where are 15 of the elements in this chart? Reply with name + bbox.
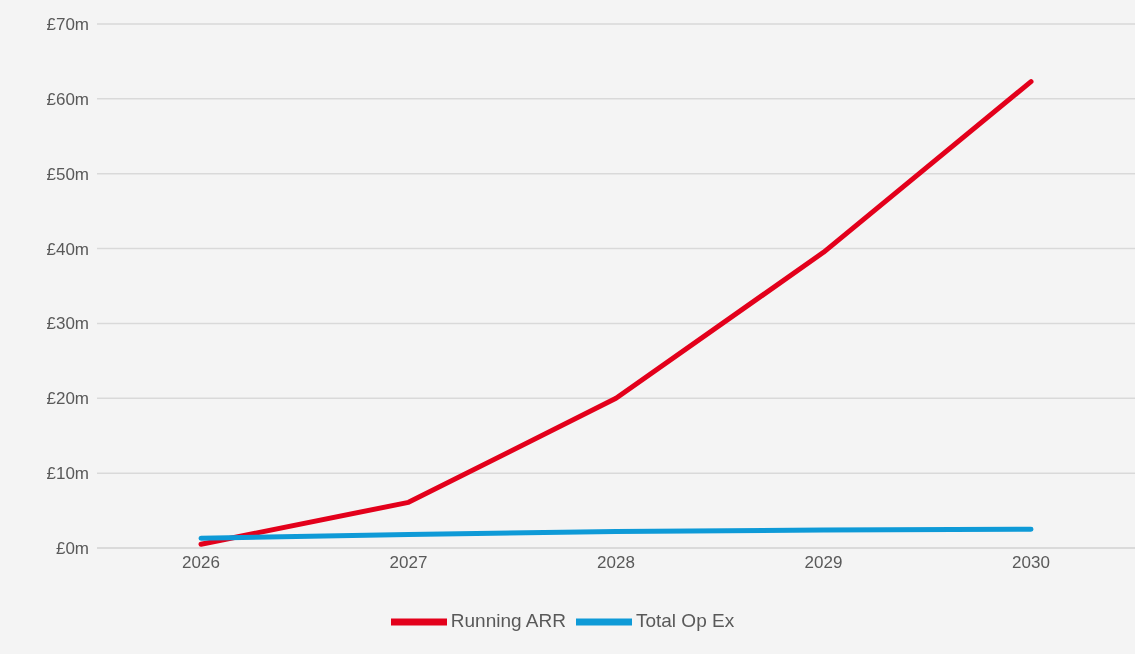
y-tick-label: £60m: [46, 89, 89, 109]
x-tick-label: 2027: [389, 553, 428, 573]
x-tick-label: 2026: [182, 553, 220, 573]
x-tick-label: 2029: [804, 553, 843, 573]
y-tick-label: £30m: [46, 314, 89, 334]
y-tick-label: £20m: [46, 389, 89, 409]
legend-label: Running ARR: [450, 610, 566, 632]
y-tick-label: £70m: [46, 15, 89, 35]
x-tick-label: 2028: [597, 553, 635, 573]
y-tick-label: £0m: [55, 539, 89, 559]
legend-label: Total Op Ex: [635, 610, 735, 632]
y-tick-label: £50m: [46, 164, 89, 184]
x-tick-label: 2030: [1012, 553, 1050, 573]
y-tick-label: £10m: [46, 464, 89, 484]
y-tick-label: £40m: [46, 239, 89, 259]
